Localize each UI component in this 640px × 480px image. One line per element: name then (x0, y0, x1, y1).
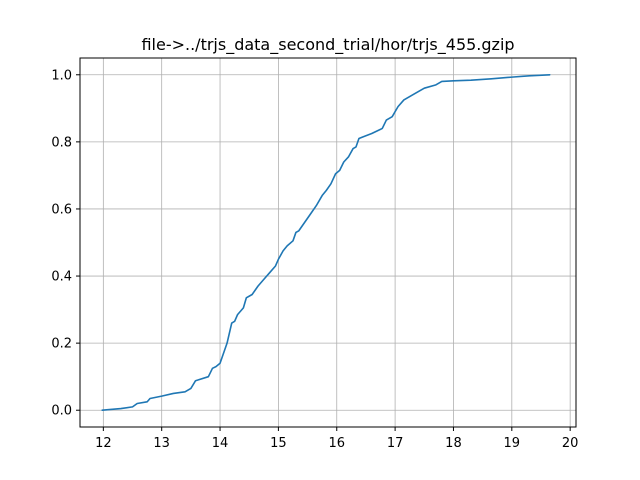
series-layer (101, 73, 551, 412)
y-tick-label: 1.0 (51, 68, 72, 83)
x-tick-label: 18 (445, 436, 462, 451)
x-tick-label: 20 (562, 436, 579, 451)
x-tick-label: 12 (95, 436, 112, 451)
x-tick-label: 19 (504, 436, 521, 451)
x-tick-label: 16 (328, 436, 345, 451)
y-tick-label: 0.0 (51, 404, 72, 419)
chart-title: file->../trjs_data_second_trial/hor/trjs… (141, 35, 514, 55)
y-axis: 0.0 0.2 0.4 0.6 0.8 1.0 (51, 68, 80, 419)
grid (80, 58, 576, 427)
y-tick-label: 0.4 (51, 270, 72, 285)
y-tick-label: 0.8 (51, 135, 72, 150)
y-tick-label: 0.2 (51, 337, 72, 352)
x-tick-label: 13 (153, 436, 170, 451)
x-tick-label: 14 (212, 436, 229, 451)
x-tick-label: 17 (387, 436, 404, 451)
x-axis: 12 13 14 15 16 17 18 19 20 (95, 427, 578, 451)
cdf-series-line (101, 73, 551, 412)
x-tick-label: 15 (270, 436, 287, 451)
plot-frame (79, 57, 577, 428)
y-tick-label: 0.6 (51, 202, 72, 217)
